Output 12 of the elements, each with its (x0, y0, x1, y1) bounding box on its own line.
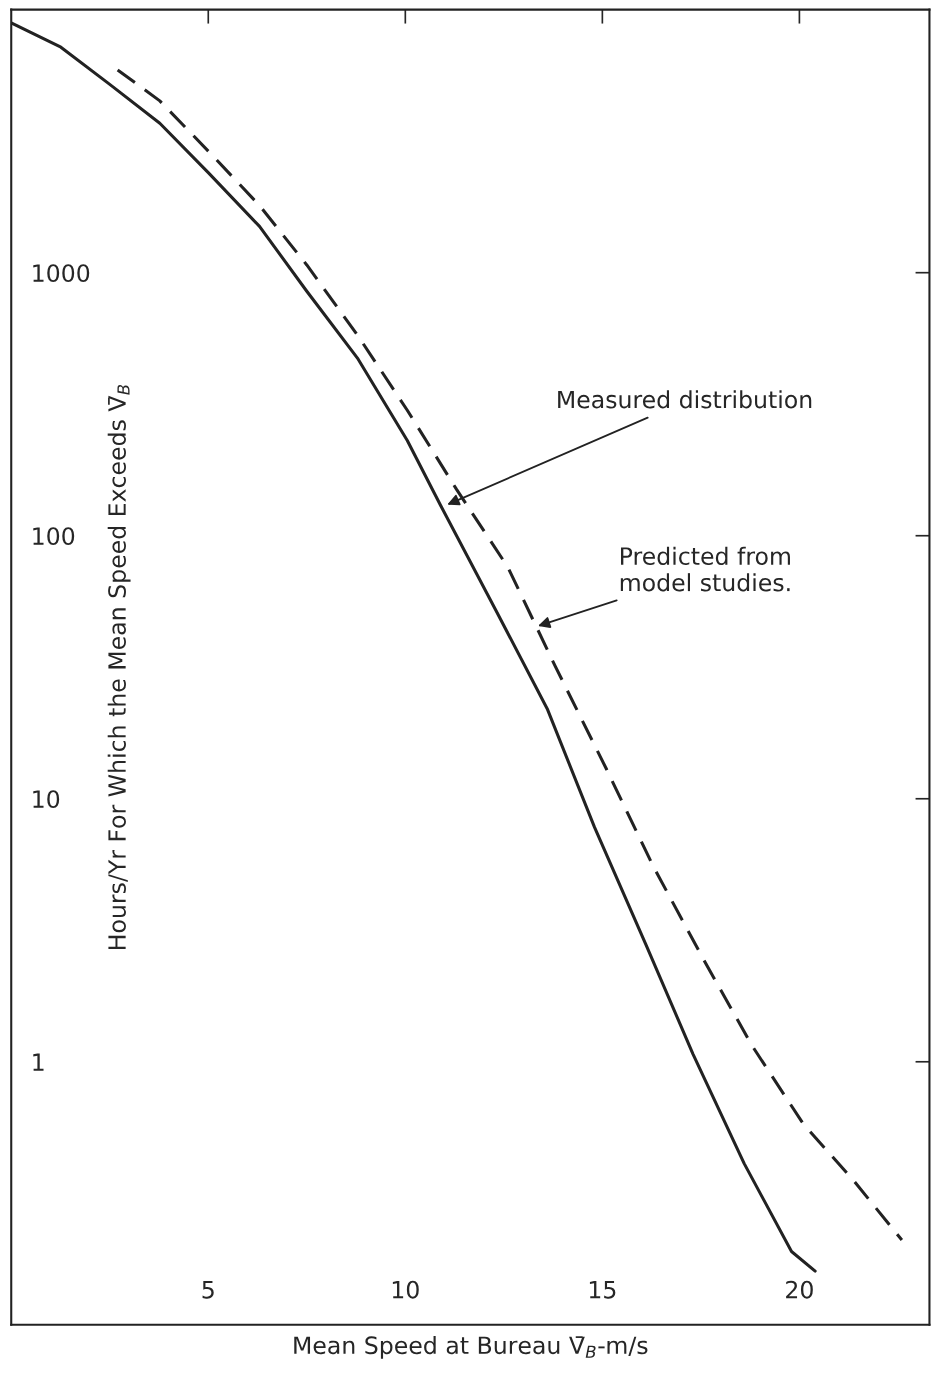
x-axis-title: Mean Speed at Bureau V̄$_{B}$-m/s (294, 1335, 648, 1359)
y-tick-label: 1000 (33, 264, 90, 282)
annotation: Measured distribution (558, 390, 812, 409)
x-tick-label: 15 (589, 1281, 616, 1299)
y-axis-title: Hours/Yr For Which the Mean Speed Exceeds V̄$_{B}$ (107, 384, 131, 949)
annotation: Predicted from model studies. (620, 546, 790, 592)
y-tick-label: 100 (33, 527, 75, 546)
y-tick-label: 10 (33, 790, 60, 809)
y-tick-label: 1 (33, 1053, 44, 1071)
x-tick-label: 10 (392, 1280, 419, 1299)
x-tick-label: 5 (202, 1281, 214, 1299)
x-tick-label: 20 (786, 1280, 813, 1299)
